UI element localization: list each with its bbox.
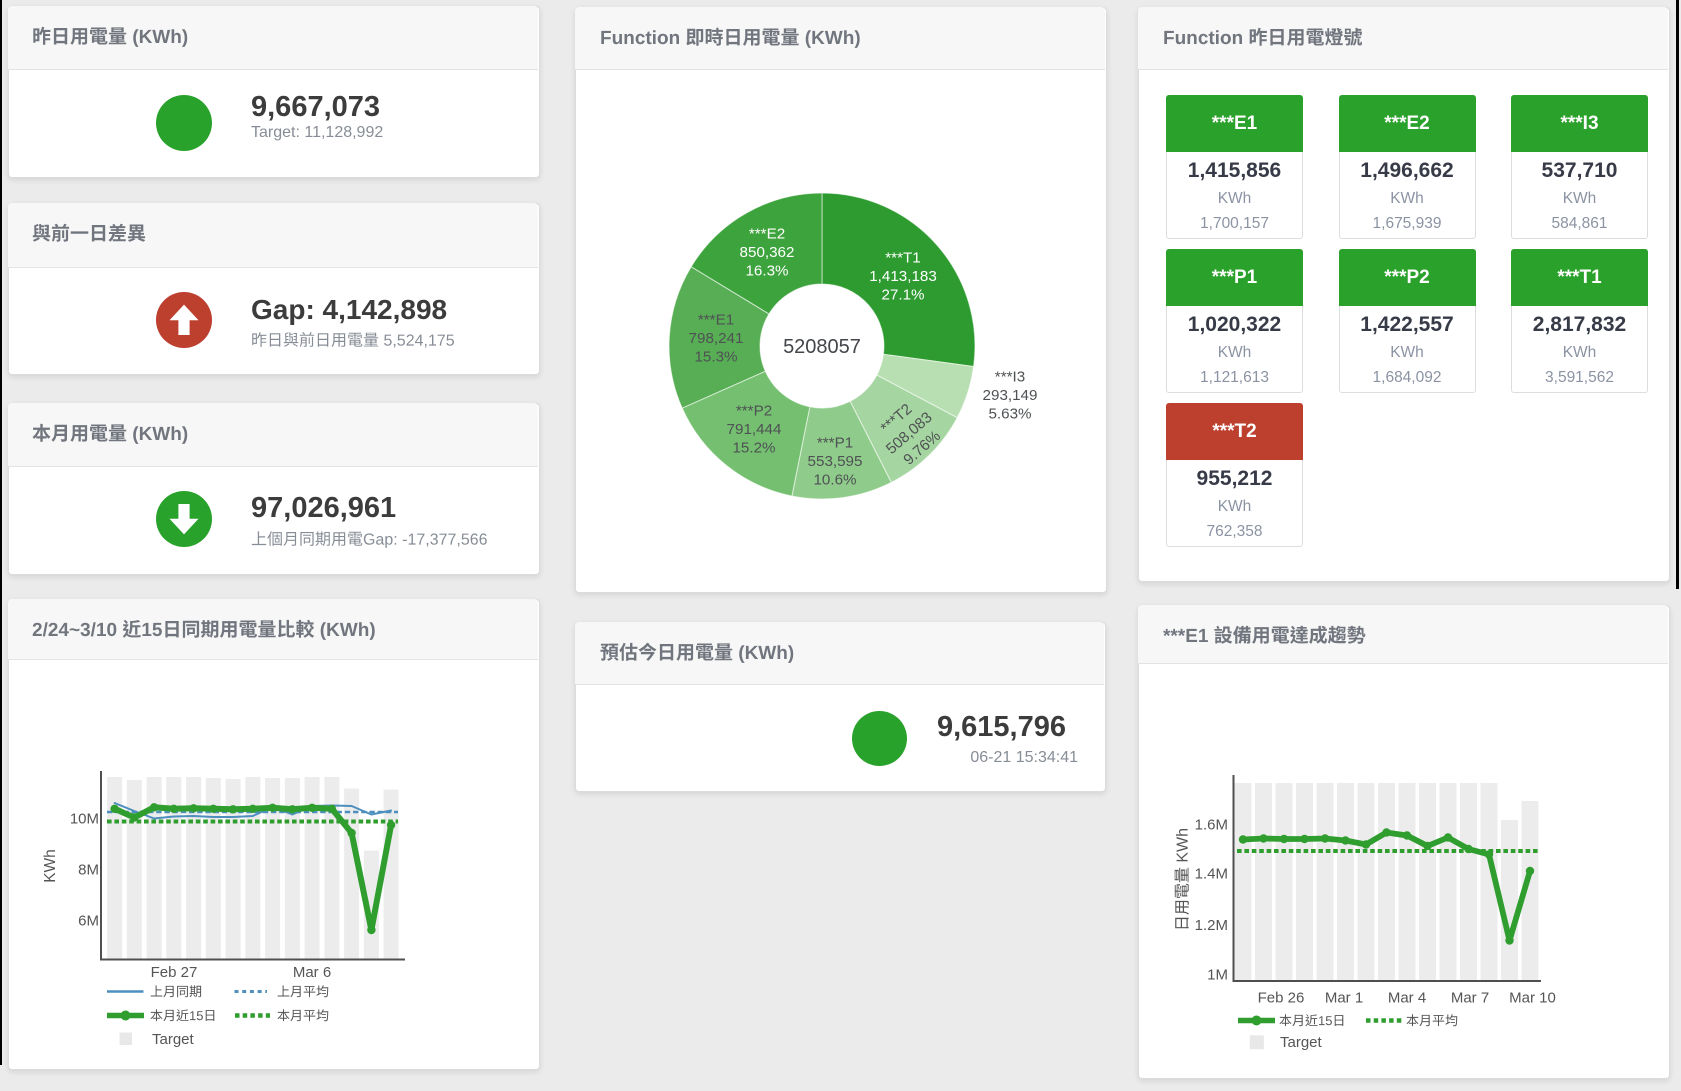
svg-text:Mar 10: Mar 10 bbox=[1509, 990, 1556, 1007]
svg-text:***P1: ***P1 bbox=[817, 435, 853, 452]
svg-text:27.1%: 27.1% bbox=[881, 287, 924, 304]
svg-text:Feb 27: Feb 27 bbox=[151, 964, 198, 981]
svg-text:293,149: 293,149 bbox=[983, 387, 1038, 404]
svg-text:Mar 1: Mar 1 bbox=[1325, 990, 1363, 1007]
svg-text:Feb 26: Feb 26 bbox=[1258, 990, 1305, 1007]
svg-text:Mar 6: Mar 6 bbox=[293, 964, 331, 981]
svg-text:10M: 10M bbox=[70, 811, 99, 828]
svg-text:798,241: 798,241 bbox=[689, 330, 744, 347]
svg-text:KWh: KWh bbox=[42, 849, 59, 883]
svg-text:15.3%: 15.3% bbox=[694, 349, 737, 366]
svg-text:5.63%: 5.63% bbox=[988, 406, 1031, 423]
svg-text:***E1: ***E1 bbox=[698, 312, 734, 329]
svg-text:***I3: ***I3 bbox=[995, 369, 1025, 386]
svg-text:16.3%: 16.3% bbox=[745, 263, 788, 280]
svg-text:***E2: ***E2 bbox=[749, 226, 785, 243]
svg-text:1.2M: 1.2M bbox=[1195, 917, 1228, 934]
svg-text:8M: 8M bbox=[78, 861, 99, 878]
svg-text:Target: Target bbox=[1280, 1034, 1323, 1051]
svg-text:15.2%: 15.2% bbox=[732, 440, 775, 457]
svg-text:553,595: 553,595 bbox=[808, 453, 863, 470]
svg-text:1M: 1M bbox=[1207, 967, 1228, 984]
svg-text:6M: 6M bbox=[78, 912, 99, 929]
svg-text:1,413,183: 1,413,183 bbox=[869, 268, 937, 285]
svg-text:850,362: 850,362 bbox=[740, 244, 795, 261]
svg-text:791,444: 791,444 bbox=[727, 421, 782, 438]
svg-text:Mar 7: Mar 7 bbox=[1451, 990, 1489, 1007]
svg-text:5208057: 5208057 bbox=[783, 336, 861, 358]
svg-text:Mar 4: Mar 4 bbox=[1388, 990, 1426, 1007]
svg-text:10.6%: 10.6% bbox=[813, 472, 856, 489]
svg-text:***P2: ***P2 bbox=[736, 403, 772, 420]
svg-text:Target: Target bbox=[152, 1031, 195, 1048]
svg-text:1.4M: 1.4M bbox=[1195, 866, 1228, 883]
svg-text:1.6M: 1.6M bbox=[1195, 817, 1228, 834]
svg-text:***T1: ***T1 bbox=[885, 250, 920, 267]
